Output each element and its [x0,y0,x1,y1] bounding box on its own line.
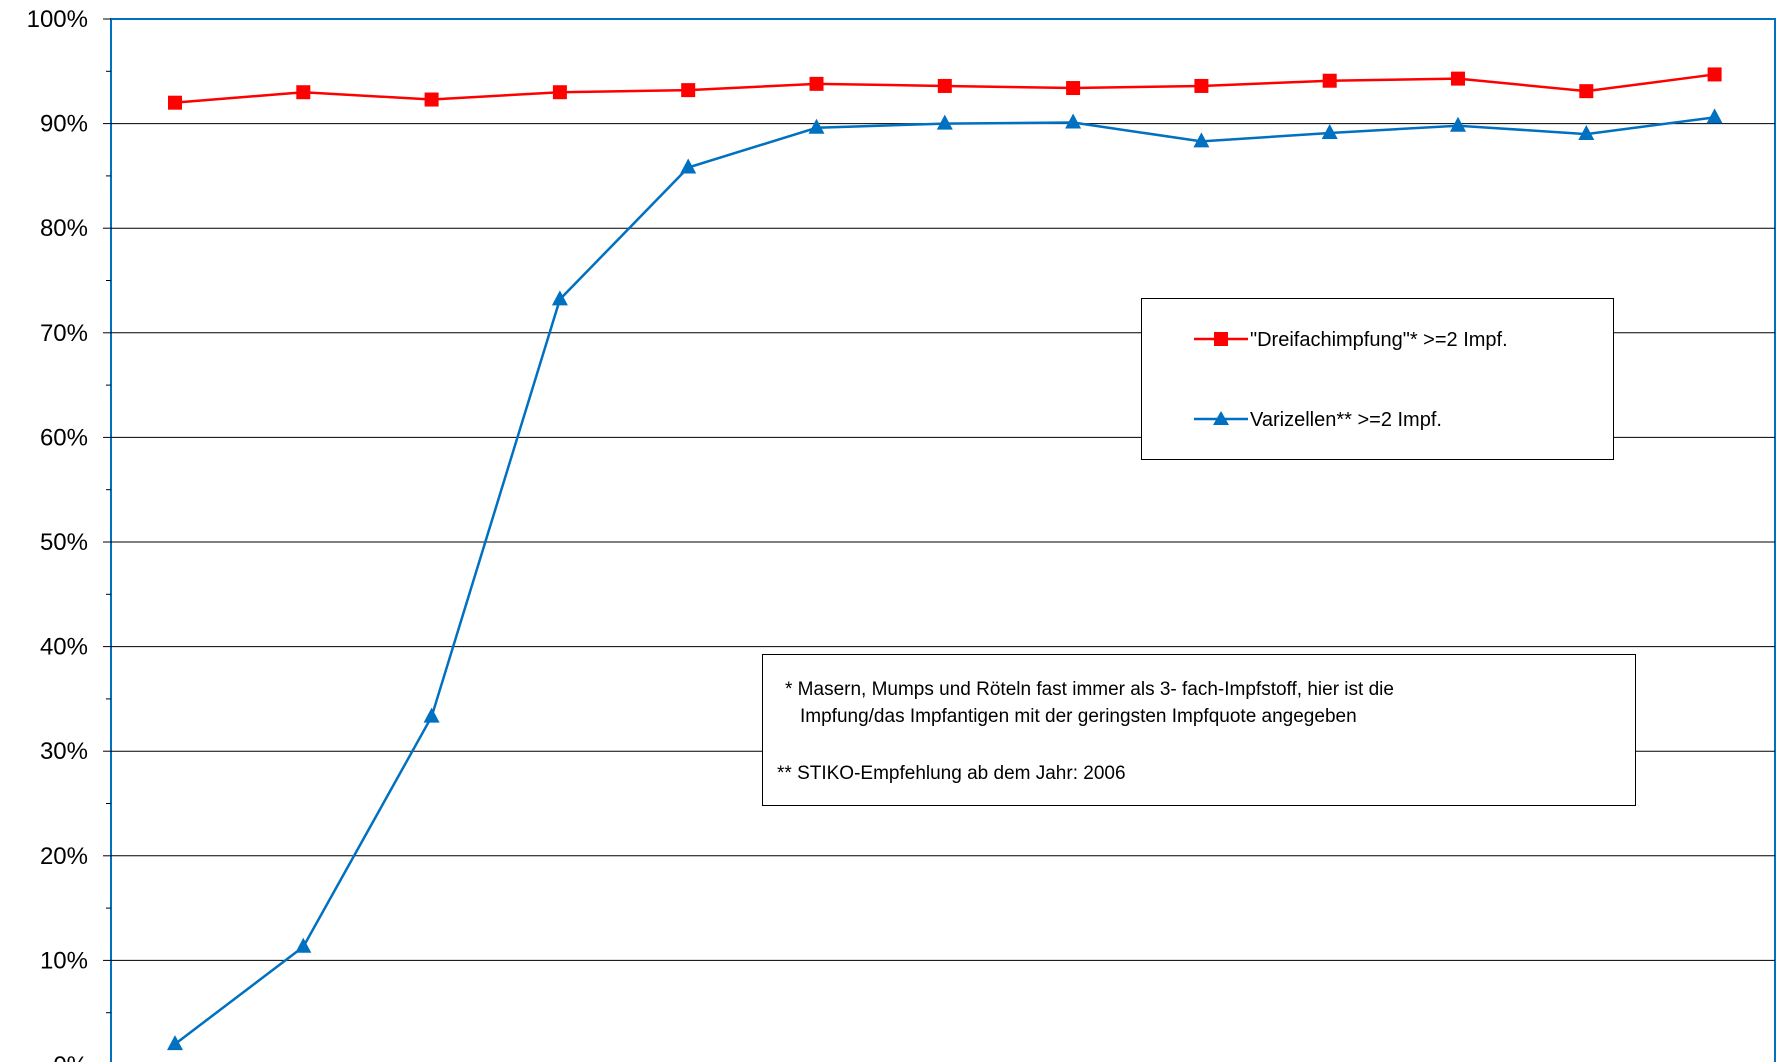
data-point-triangle [295,937,312,953]
series-varizellen [167,108,1723,1051]
y-tick-label: 50% [40,529,88,556]
data-point-triangle [423,707,440,723]
data-point-triangle [551,290,568,306]
legend-label-dreifachimpfung: "Dreifachimpfung"* >=2 Impf. [1250,329,1508,351]
data-point-triangle [680,158,697,174]
plot-area-border [110,18,1776,1062]
y-tick-label: 70% [40,320,88,347]
y-tick-label: 10% [40,947,88,974]
data-point-square [552,85,567,100]
footnote-line-1: * Masern, Mumps und Röteln fast immer al… [785,679,1394,700]
data-point-square [1579,84,1594,99]
series-layer [167,67,1723,1051]
data-point-triangle [1193,132,1210,148]
data-point-square [1451,71,1465,86]
data-point-square [1066,81,1081,96]
series-dreifachimpfung [168,67,1722,110]
data-point-triangle [167,1035,183,1051]
legend-label-varizellen: Varizellen** >=2 Impf. [1250,409,1442,431]
data-point-square [1707,67,1722,82]
y-tick-label: 100% [27,6,88,33]
data-point-square [1194,78,1209,93]
data-point-triangle [1450,116,1466,132]
y-tick-label: 60% [40,424,88,451]
series-line [174,116,1715,1046]
data-point-triangle [936,114,953,130]
data-point-square [809,76,824,91]
data-point-square [168,95,182,110]
data-point-square [1322,73,1337,88]
data-point-triangle [1706,108,1723,124]
y-tick-label: 20% [40,843,88,870]
footnote-line-2: Impfung/das Impfantigen mit der geringst… [800,706,1357,727]
data-point-triangle [1321,124,1338,140]
gridlines [111,123,1775,961]
data-point-triangle [808,118,825,134]
y-tick-label: 0% [53,1052,88,1062]
data-point-square [296,85,311,100]
y-axis: 0% 10% 20% 30% 40% 50% 60% 70% 80% 90% 100% [27,6,111,1062]
footnote-box: * Masern, Mumps und Röteln fast immer al… [762,654,1636,806]
data-point-triangle [1578,125,1595,141]
y-tick-label: 80% [40,215,88,242]
data-point-triangle [1065,113,1082,129]
data-point-square [937,78,952,93]
y-tick-label: 30% [40,738,88,765]
legend-marker-square-icon [1194,332,1248,346]
legend: "Dreifachimpfung"* >=2 Impf. Varizellen*… [1141,298,1614,460]
data-point-square [681,83,696,98]
footnote-line-3: ** STIKO-Empfehlung ab dem Jahr: 2006 [777,763,1126,784]
y-tick-label: 90% [40,111,88,138]
y-tick-label: 40% [40,634,88,661]
legend-marker-triangle-icon [1194,411,1248,425]
data-point-square [424,92,439,107]
